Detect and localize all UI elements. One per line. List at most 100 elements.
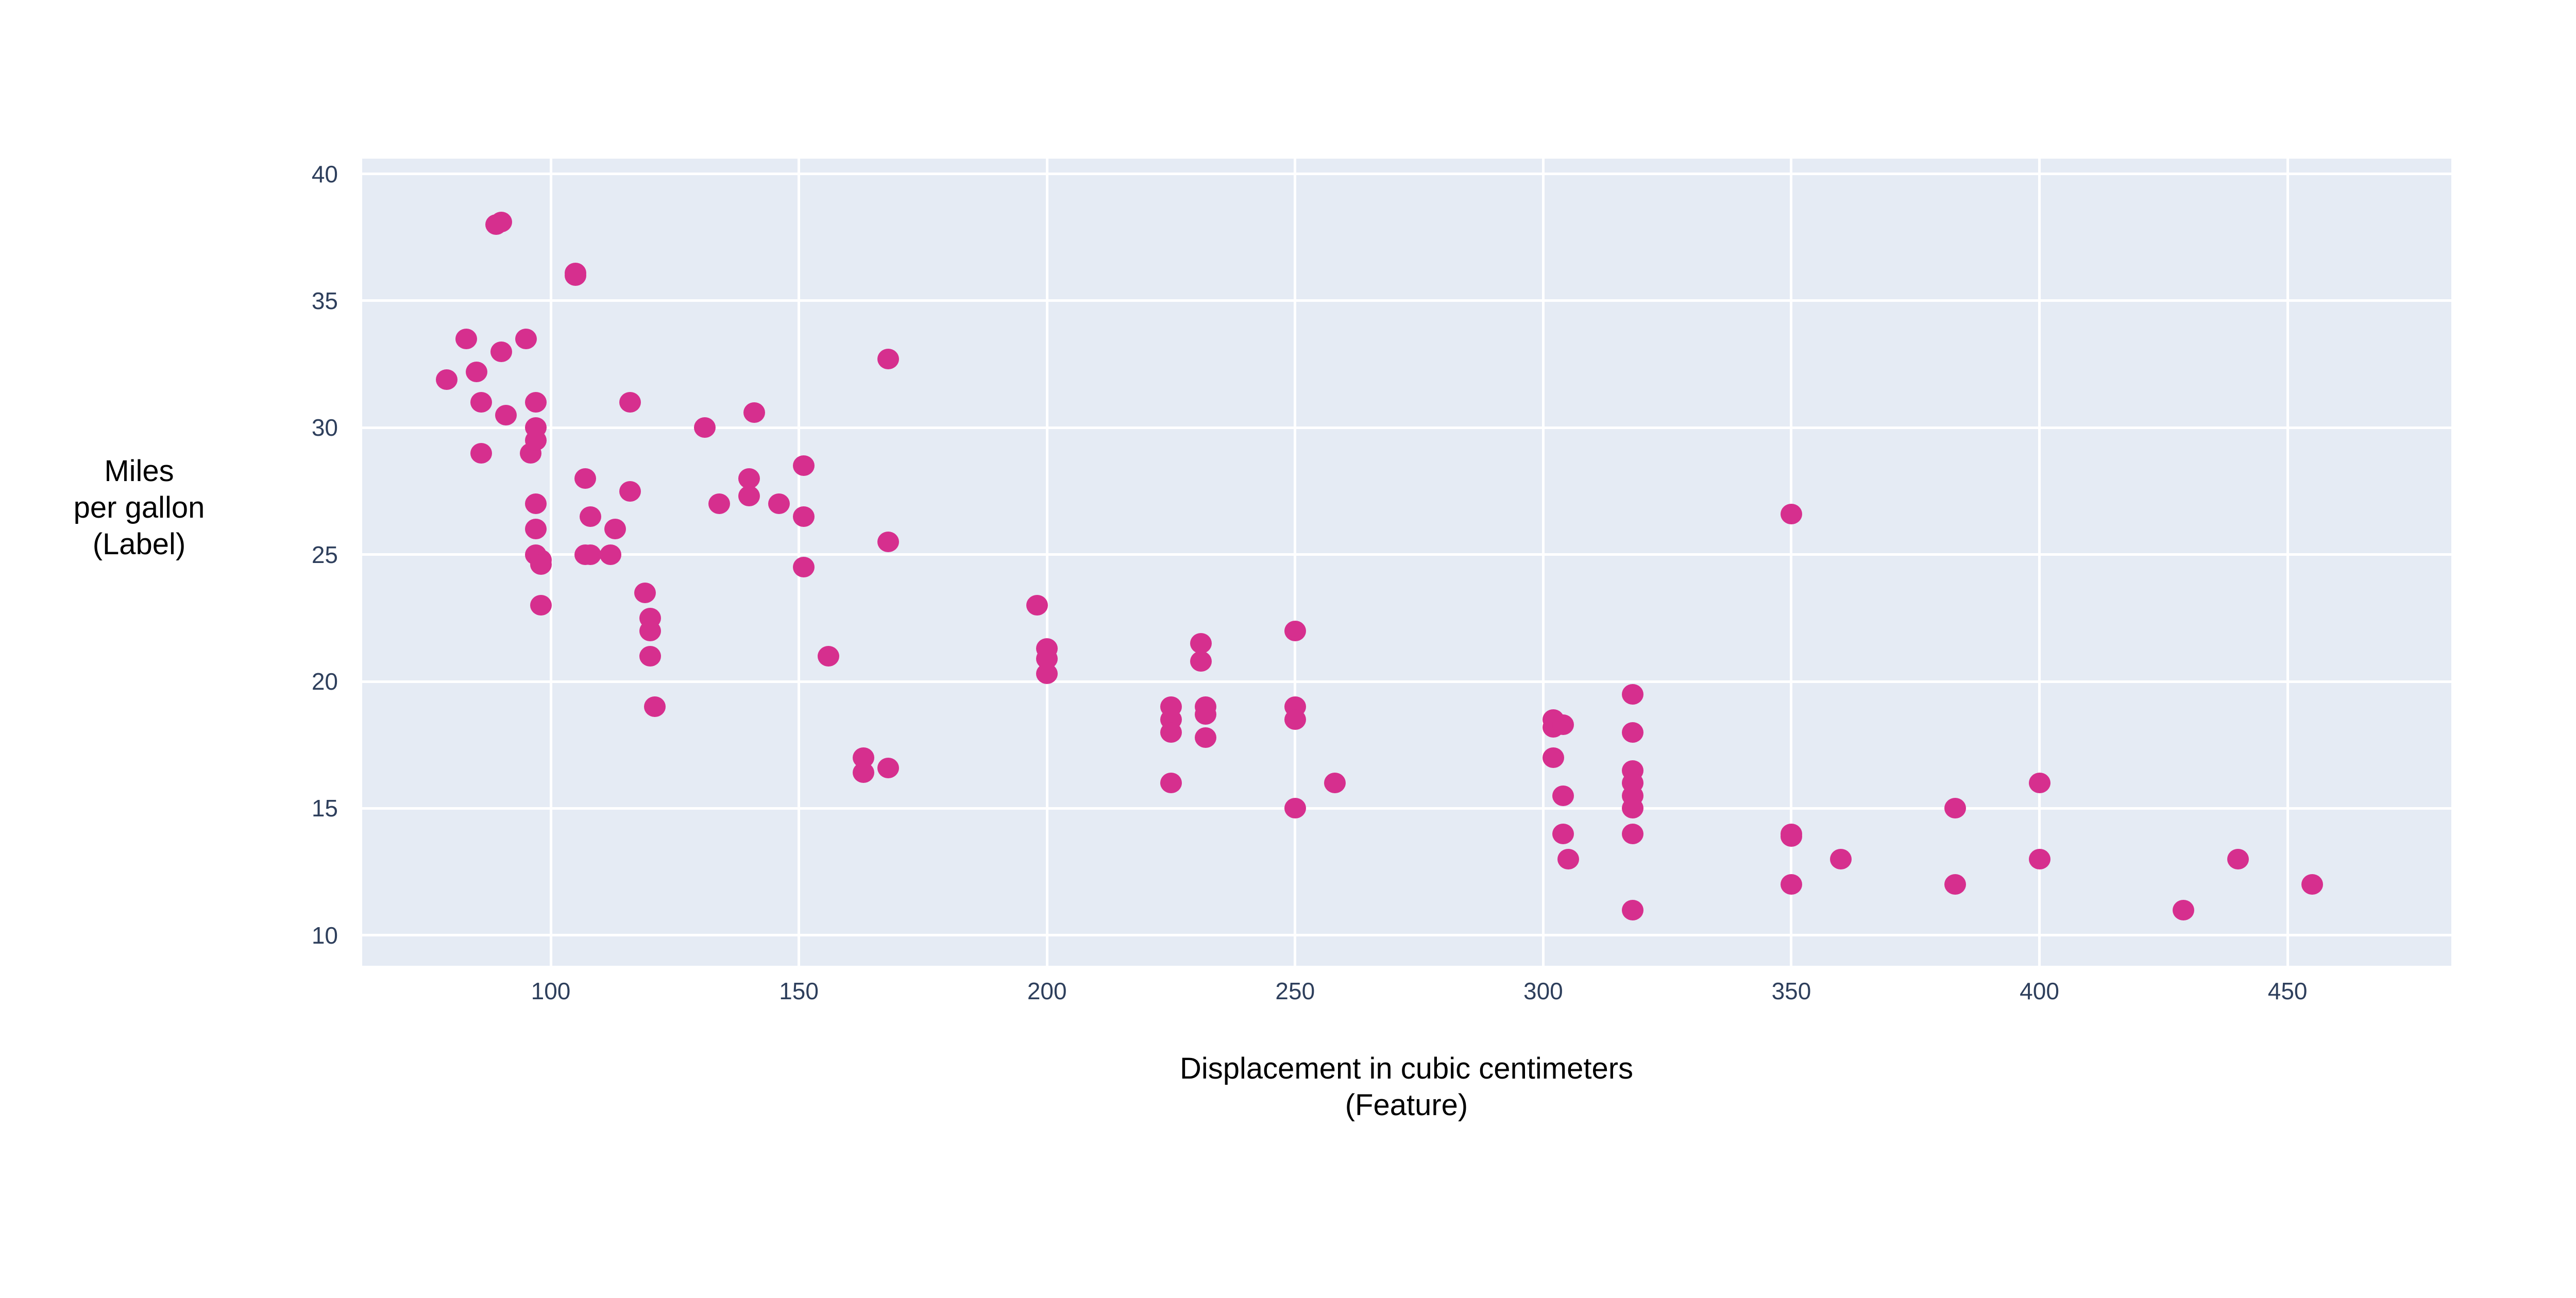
y-axis-title-line-1: Miles	[104, 454, 174, 488]
scatter-point	[465, 361, 487, 382]
scatter-point	[2028, 849, 2050, 870]
scatter-point	[1944, 798, 1966, 819]
scatter-point	[877, 757, 899, 778]
gridline-vertical	[1541, 159, 1545, 966]
y-tick-label: 40	[311, 160, 338, 187]
x-tick-label: 200	[1027, 978, 1067, 1004]
scatter-point	[1780, 826, 1802, 847]
gridline-vertical	[1790, 159, 1793, 966]
gridline-horizontal	[362, 680, 2451, 683]
scatter-point	[1830, 849, 1852, 870]
scatter-point	[1621, 823, 1643, 844]
scatter-point	[1621, 798, 1643, 819]
scatter-point	[1780, 503, 1802, 524]
y-tick-label: 15	[311, 795, 338, 822]
scatter-point	[580, 506, 602, 527]
scatter-point	[1026, 595, 1048, 616]
scatter-point	[565, 262, 587, 283]
scatter-point	[1190, 633, 1212, 654]
scatter-point	[793, 455, 815, 476]
x-tick-label: 350	[1771, 978, 1811, 1004]
gridline-vertical	[2286, 159, 2289, 966]
scatter-point	[1552, 785, 1574, 806]
x-axis-title-line-2: (Feature)	[1345, 1088, 1468, 1122]
scatter-point	[525, 519, 547, 540]
scatter-point	[619, 481, 641, 502]
y-axis-title-line-2: per gallon	[73, 490, 205, 524]
scatter-point	[470, 392, 493, 413]
scatter-point	[455, 328, 478, 349]
x-axis-tick-labels: 100 150 200 250 300 350 400 450	[362, 966, 2451, 1012]
scatter-point	[693, 417, 716, 438]
scatter-point	[530, 595, 552, 616]
scatter-point	[1190, 651, 1212, 672]
scatter-point	[435, 369, 457, 390]
x-tick-label: 300	[1523, 978, 1563, 1004]
gridline-horizontal	[362, 553, 2451, 556]
gridline-horizontal	[362, 299, 2451, 302]
scatter-point	[634, 582, 656, 603]
y-axis-title: Miles per gallon (Label)	[31, 453, 247, 562]
x-tick-label: 100	[531, 978, 571, 1004]
scatter-point	[525, 392, 547, 413]
scatter-point	[1552, 714, 1574, 735]
scatter-point	[1621, 722, 1643, 743]
scatter-point	[2301, 874, 2324, 895]
scatter-point	[1542, 747, 1564, 768]
scatter-markers-group	[362, 159, 2451, 966]
scatter-point	[738, 468, 760, 489]
scatter-point	[1160, 696, 1182, 718]
gridline-horizontal	[362, 173, 2451, 176]
scatter-point	[525, 493, 547, 515]
x-axis-title-line-1: Displacement in cubic centimeters	[1179, 1052, 1634, 1085]
x-tick-label: 250	[1275, 978, 1315, 1004]
scatter-point	[818, 645, 840, 667]
scatter-point	[644, 696, 666, 718]
scatter-point	[515, 328, 537, 349]
scatter-point	[490, 341, 512, 362]
scatter-point	[1284, 709, 1306, 730]
scatter-point	[619, 392, 641, 413]
scatter-point	[738, 486, 760, 507]
x-tick-label: 150	[779, 978, 819, 1004]
scatter-point	[877, 532, 899, 553]
scatter-point	[525, 430, 547, 451]
y-axis-tick-labels: 10 15 20 25 30 35 40	[278, 159, 350, 966]
x-tick-label: 450	[2267, 978, 2308, 1004]
scatter-point	[1780, 874, 1802, 895]
scatter-point	[1036, 663, 1058, 685]
scatter-point	[793, 506, 815, 527]
scatter-point	[604, 519, 626, 540]
scatter-point	[877, 349, 899, 370]
gridline-vertical	[1045, 159, 1048, 966]
scatter-point	[1195, 727, 1217, 748]
scatter-point	[1552, 823, 1574, 844]
gridline-vertical	[2038, 159, 2041, 966]
gridline-vertical	[1294, 159, 1297, 966]
scatter-point	[639, 645, 661, 667]
scatter-point	[495, 404, 517, 425]
scatter-point	[743, 402, 765, 423]
scatter-point	[470, 442, 493, 464]
plot-area	[362, 159, 2451, 966]
x-tick-label: 400	[2020, 978, 2059, 1004]
x-axis-title: Displacement in cubic centimeters (Featu…	[737, 1051, 2076, 1124]
scatter-point	[1944, 874, 1966, 895]
gridline-horizontal	[362, 807, 2451, 810]
scatter-point	[852, 747, 874, 768]
scatter-point	[2172, 899, 2194, 920]
y-axis-title-line-3: (Label)	[92, 527, 186, 561]
scatter-point	[599, 544, 621, 565]
y-tick-label: 25	[311, 541, 338, 568]
scatter-point	[708, 493, 731, 515]
scatter-point	[1160, 722, 1182, 743]
scatter-point	[2227, 849, 2249, 870]
scatter-point	[768, 493, 790, 515]
scatter-point	[530, 554, 552, 575]
scatter-point	[1195, 704, 1217, 725]
scatter-point	[1284, 620, 1306, 641]
scatter-point	[793, 557, 815, 578]
scatter-point	[1324, 773, 1346, 794]
scatter-point	[1557, 849, 1579, 870]
